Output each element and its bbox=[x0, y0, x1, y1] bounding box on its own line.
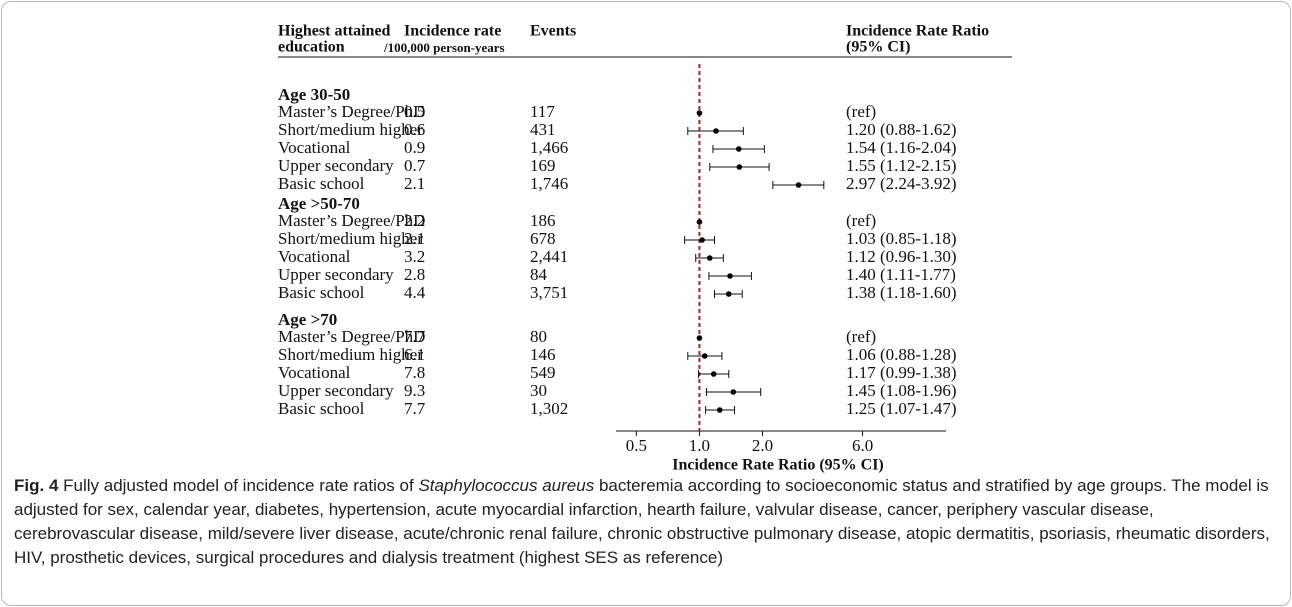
incidence: 2.2 bbox=[404, 211, 425, 230]
value-label: 1.06 (0.88-1.28) bbox=[846, 345, 956, 364]
incidence: 7.7 bbox=[404, 399, 426, 418]
row-label: Vocational bbox=[278, 138, 351, 157]
incidence: 0.6 bbox=[404, 120, 425, 139]
incidence: 0.7 bbox=[404, 156, 426, 175]
header: education bbox=[278, 39, 345, 56]
row-label: Short/medium higher bbox=[278, 120, 423, 139]
events: 1,466 bbox=[530, 138, 568, 157]
events: 1,746 bbox=[530, 174, 568, 193]
events: 117 bbox=[530, 102, 555, 121]
incidence: 0.9 bbox=[404, 138, 425, 157]
point bbox=[730, 389, 737, 395]
row-label: Basic school bbox=[278, 174, 365, 193]
value-label: 1.54 (1.16-2.04) bbox=[846, 138, 956, 157]
value-label: (ref) bbox=[846, 327, 876, 346]
point bbox=[701, 353, 708, 359]
incidence: 6.1 bbox=[404, 345, 425, 364]
events: 186 bbox=[530, 211, 556, 230]
point bbox=[727, 273, 733, 279]
incidence: 9.3 bbox=[404, 381, 425, 400]
group-title: Age 30-50 bbox=[278, 85, 350, 104]
value-label: 1.25 (1.07-1.47) bbox=[846, 399, 956, 418]
caption: Fig. 4 Fully adjusted model of incidence… bbox=[14, 474, 1276, 570]
caption-italic: Staphylococcus aureus bbox=[418, 476, 595, 495]
value-label: (ref) bbox=[846, 102, 876, 121]
events: 30 bbox=[530, 381, 547, 400]
header: Events bbox=[530, 23, 576, 40]
row-label: Basic school bbox=[278, 283, 365, 302]
row-label: Vocational bbox=[278, 363, 351, 382]
x-tick-label: 0.5 bbox=[626, 436, 647, 455]
point bbox=[713, 128, 719, 134]
incidence: 7.7 bbox=[404, 327, 426, 346]
header: Highest attained bbox=[278, 23, 391, 40]
header: /100,000 person-years bbox=[383, 40, 505, 55]
x-axis-label: Incidence Rate Ratio (95% CI) bbox=[672, 457, 884, 474]
incidence: 3.2 bbox=[404, 247, 425, 266]
caption-label: Fig. 4 bbox=[14, 476, 59, 495]
x-tick-label: 2.0 bbox=[752, 436, 773, 455]
header: (95% CI) bbox=[846, 39, 910, 56]
events: 3,751 bbox=[530, 283, 568, 302]
incidence: 0.5 bbox=[404, 102, 425, 121]
incidence: 2.1 bbox=[404, 229, 425, 248]
events: 549 bbox=[530, 363, 556, 382]
events: 2,441 bbox=[530, 247, 568, 266]
value-label: 2.97 (2.24-3.92) bbox=[846, 174, 956, 193]
events: 84 bbox=[530, 265, 548, 284]
point bbox=[736, 164, 743, 170]
events: 146 bbox=[530, 345, 556, 364]
row-label: Master’s Degree/PhD bbox=[278, 102, 425, 121]
point bbox=[706, 255, 713, 261]
value-label: 1.03 (0.85-1.18) bbox=[846, 229, 956, 248]
value-label: (ref) bbox=[846, 211, 876, 230]
point bbox=[716, 407, 723, 413]
incidence: 4.4 bbox=[404, 283, 426, 302]
value-label: 1.38 (1.18-1.60) bbox=[846, 283, 956, 302]
events: 169 bbox=[530, 156, 556, 175]
point bbox=[699, 237, 705, 243]
point bbox=[696, 219, 703, 225]
row-label: Upper secondary bbox=[278, 265, 394, 284]
row-label: Master’s Degree/PhD bbox=[278, 327, 425, 346]
row-label: Upper secondary bbox=[278, 156, 394, 175]
point bbox=[710, 371, 717, 377]
value-label: 1.40 (1.11-1.77) bbox=[846, 265, 956, 284]
incidence: 2.8 bbox=[404, 265, 425, 284]
header: Incidence Rate Ratio bbox=[846, 23, 989, 40]
row-label: Vocational bbox=[278, 247, 351, 266]
row-label: Short/medium higher bbox=[278, 345, 423, 364]
point bbox=[725, 291, 732, 297]
value-label: 1.12 (0.96-1.30) bbox=[846, 247, 956, 266]
x-tick-label: 1.0 bbox=[689, 436, 710, 455]
point bbox=[735, 146, 742, 152]
group-title: Age >50-70 bbox=[278, 194, 360, 213]
point bbox=[696, 110, 703, 116]
row-label: Upper secondary bbox=[278, 381, 394, 400]
point bbox=[696, 335, 703, 341]
incidence: 7.8 bbox=[404, 363, 425, 382]
row-label: Basic school bbox=[278, 399, 365, 418]
group-title: Age >70 bbox=[278, 310, 337, 329]
point bbox=[795, 182, 802, 188]
incidence: 2.1 bbox=[404, 174, 425, 193]
events: 431 bbox=[530, 120, 556, 139]
events: 80 bbox=[530, 327, 547, 346]
caption-text: Fully adjusted model of incidence rate r… bbox=[58, 476, 419, 495]
value-label: 1.17 (0.99-1.38) bbox=[846, 363, 956, 382]
row-label: Master’s Degree/PhD bbox=[278, 211, 425, 230]
header: Incidence rate bbox=[404, 23, 501, 40]
caption-text: bacteremia according to socioeconomic st… bbox=[14, 476, 1270, 567]
row-label: Short/medium higher bbox=[278, 229, 423, 248]
events: 1,302 bbox=[530, 399, 568, 418]
value-label: 1.55 (1.12-2.15) bbox=[846, 156, 956, 175]
value-label: 1.20 (0.88-1.62) bbox=[846, 120, 956, 139]
x-tick-label: 6.0 bbox=[852, 436, 873, 455]
value-label: 1.45 (1.08-1.96) bbox=[846, 381, 956, 400]
events: 678 bbox=[530, 229, 556, 248]
